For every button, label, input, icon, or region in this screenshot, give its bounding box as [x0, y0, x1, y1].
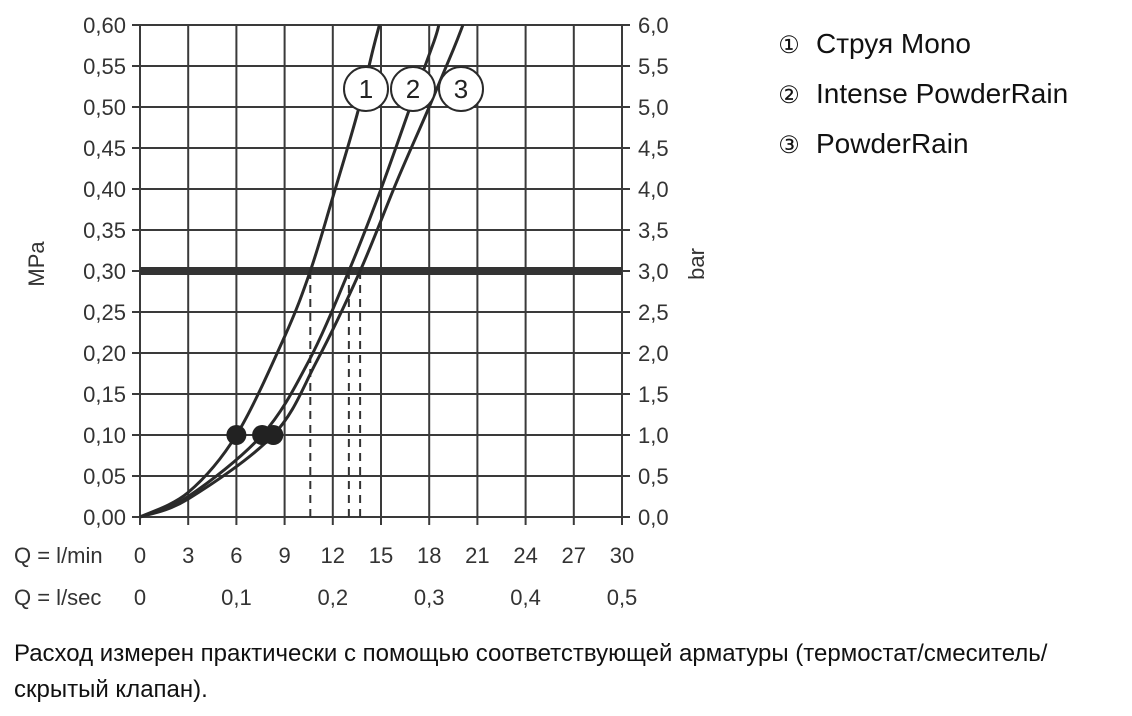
y-tick-bar: 4,5 — [638, 136, 669, 161]
y-tick-mpa: 0,60 — [83, 13, 126, 38]
flow-dot-1 — [226, 425, 247, 445]
y-tick-bar: 6,0 — [638, 13, 669, 38]
y-axis-right-label: bar — [684, 248, 709, 280]
x-tick-lsec: 0,2 — [318, 585, 349, 610]
x-tick-lmin: 15 — [369, 543, 393, 568]
curve-label-1: 1 — [359, 74, 373, 104]
y-tick-mpa: 0,15 — [83, 382, 126, 407]
y-tick-bar: 0,5 — [638, 464, 669, 489]
curve-label-2: 2 — [406, 74, 420, 104]
y-tick-bar: 2,0 — [638, 341, 669, 366]
x-tick-lmin: 30 — [610, 543, 634, 568]
y-tick-bar: 5,0 — [638, 95, 669, 120]
legend-marker-1: ① — [778, 32, 800, 59]
y-tick-mpa: 0,25 — [83, 300, 126, 325]
curve-label-circle-2 — [390, 66, 436, 112]
x-tick-lmin: 3 — [182, 543, 194, 568]
y-tick-mpa: 0,55 — [83, 54, 126, 79]
curve-2 — [139, 24, 441, 519]
x-tick-lmin: 24 — [513, 543, 537, 568]
chart-dots — [226, 425, 284, 445]
y-tick-bar: 0,0 — [638, 505, 669, 530]
y-tick-mpa: 0,00 — [83, 505, 126, 530]
y-tick-mpa: 0,40 — [83, 177, 126, 202]
x-tick-lsec: 0,4 — [510, 585, 541, 610]
y-tick-mpa: 0,20 — [83, 341, 126, 366]
y-tick-mpa: 0,10 — [83, 423, 126, 448]
curve-labels: 1 2 3 — [343, 66, 484, 112]
y-tick-bar: 3,0 — [638, 259, 669, 284]
y-tick-mpa: 0,05 — [83, 464, 126, 489]
y-tick-bar: 1,5 — [638, 382, 669, 407]
curve-label-circle-3 — [438, 66, 484, 112]
legend-marker-3: ③ — [778, 132, 800, 159]
x-tick-lmin: 0 — [134, 543, 146, 568]
y-tick-bar: 4,0 — [638, 177, 669, 202]
x-tick-lmin: 9 — [278, 543, 290, 568]
x-tick-lsec: 0,5 — [607, 585, 638, 610]
flow-dot-3 — [263, 425, 284, 445]
y-tick-bar: 1,0 — [638, 423, 669, 448]
x-tick-lsec: 0,1 — [221, 585, 252, 610]
curve-label-3: 3 — [454, 74, 468, 104]
y-tick-mpa: 0,30 — [83, 259, 126, 284]
x-axis-lsec-label: Q = l/sec — [14, 585, 101, 610]
y-axis-left-label: MPa — [24, 241, 49, 287]
x-tick-lsec: 0,3 — [414, 585, 445, 610]
y-tick-bar: 3,5 — [638, 218, 669, 243]
legend-label-2: Intense PowderRain — [816, 78, 1069, 109]
y-tick-mpa: 0,50 — [83, 95, 126, 120]
legend-marker-2: ② — [778, 82, 800, 109]
y-tick-bar: 5,5 — [638, 54, 669, 79]
x-tick-lmin: 18 — [417, 543, 441, 568]
chart-legend: ① Струя Mono ② Intense PowderRain ③ PowderR… — [776, 20, 1068, 170]
x-tick-lmin: 6 — [230, 543, 242, 568]
y-tick-mpa: 0,35 — [83, 218, 126, 243]
x-tick-lmin: 12 — [321, 543, 345, 568]
legend-label-3: PowderRain — [816, 128, 969, 159]
legend-label-1: Струя Mono — [816, 28, 971, 59]
footnote: Расход измерен практически с помощью соо… — [14, 640, 1048, 703]
legend-item-powderrain: ③ PowderRain — [776, 120, 1068, 170]
x-tick-lmin: 27 — [562, 543, 586, 568]
legend-item-intense-powderrain: ② Intense PowderRain — [776, 70, 1068, 120]
legend-item-mono: ① Струя Mono — [776, 20, 1068, 70]
x-tick-lsec: 0 — [134, 585, 146, 610]
curve-label-circle-1 — [343, 66, 389, 112]
y-tick-mpa: 0,45 — [83, 136, 126, 161]
x-tick-lmin: 21 — [465, 543, 489, 568]
x-axis-lmin-label: Q = l/min — [14, 543, 103, 568]
chart-ticks: 0 3 6 9 12 15 18 21 24 27 300 0,1 0,2 0,3 0,4 0,50,00 0,… — [83, 13, 668, 610]
y-tick-bar: 2,5 — [638, 300, 669, 325]
